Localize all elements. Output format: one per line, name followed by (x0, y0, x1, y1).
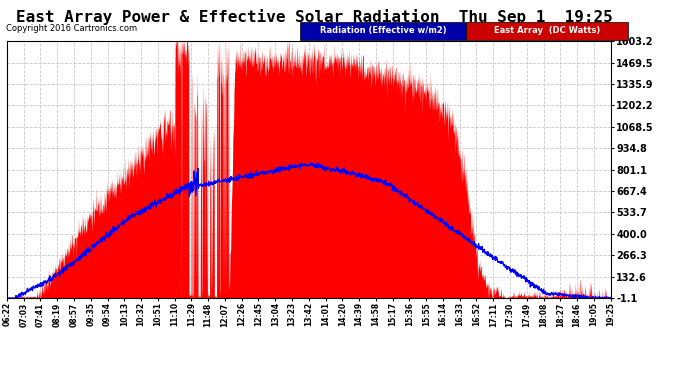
Text: East Array Power & Effective Solar Radiation  Thu Sep 1  19:25: East Array Power & Effective Solar Radia… (16, 9, 612, 26)
Text: Radiation (Effective w/m2): Radiation (Effective w/m2) (319, 26, 446, 35)
Text: East Array  (DC Watts): East Array (DC Watts) (494, 26, 600, 35)
Text: Copyright 2016 Cartronics.com: Copyright 2016 Cartronics.com (6, 24, 137, 33)
